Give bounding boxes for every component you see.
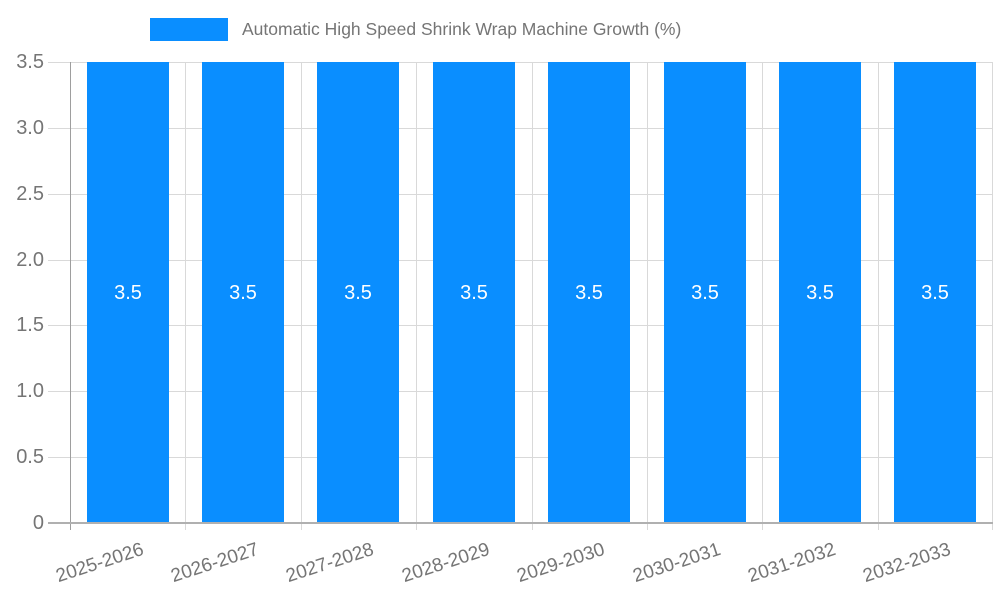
h-gridline	[70, 128, 993, 129]
x-tick-label-2029-2030: 2029-2030	[514, 539, 608, 588]
y-tick	[48, 62, 70, 63]
y-tick-label: 1.5	[16, 314, 44, 336]
y-tick-label: 2.5	[16, 183, 44, 205]
y-tick	[48, 260, 70, 261]
h-gridline	[70, 325, 993, 326]
x-tick-label-2030-2031: 2030-2031	[630, 539, 724, 588]
bar-value-label: 3.5	[114, 282, 142, 304]
v-gridline	[416, 62, 417, 530]
y-tick-label: 3.5	[16, 51, 44, 73]
bar-2032-2033[interactable]: 3.5	[894, 62, 976, 523]
v-gridline	[762, 62, 763, 530]
h-gridline	[70, 194, 993, 195]
bar-2030-2031[interactable]: 3.5	[664, 62, 746, 523]
bar-2026-2027[interactable]: 3.5	[202, 62, 284, 523]
h-gridline	[70, 260, 993, 261]
bar-value-label: 3.5	[229, 282, 257, 304]
y-tick	[48, 391, 70, 392]
plot-area: 3.5 3.5 3.5 3.5 3.5 3.5 3.5 3.5	[48, 62, 993, 530]
y-tick-label: 0.5	[16, 446, 44, 468]
y-axis-line	[70, 62, 71, 530]
x-tick-label-2026-2027: 2026-2027	[168, 539, 262, 588]
bar-value-label: 3.5	[460, 282, 488, 304]
bar-value-label: 3.5	[691, 282, 719, 304]
y-tick-label: 1.0	[16, 380, 44, 402]
legend-label: Automatic High Speed Shrink Wrap Machine…	[242, 19, 682, 39]
bar-value-label: 3.5	[575, 282, 603, 304]
x-tick-label-2032-2033: 2032-2033	[860, 539, 954, 588]
h-gridline	[70, 457, 993, 458]
v-gridline	[185, 62, 186, 530]
y-tick	[48, 128, 70, 129]
bar-value-label: 3.5	[344, 282, 372, 304]
bar-2031-2032[interactable]: 3.5	[779, 62, 861, 523]
bar-2029-2030[interactable]: 3.5	[548, 62, 630, 523]
v-gridline	[301, 62, 302, 530]
y-tick	[48, 194, 70, 195]
bar-value-label: 3.5	[806, 282, 834, 304]
y-tick-label: 3.0	[16, 117, 44, 139]
bar-2027-2028[interactable]: 3.5	[317, 62, 399, 523]
x-axis-baseline	[48, 522, 993, 524]
y-tick-label: 2.0	[16, 249, 44, 271]
h-gridline	[70, 62, 993, 63]
x-tick-label-2028-2029: 2028-2029	[399, 539, 493, 588]
v-gridline	[532, 62, 533, 530]
x-tick-label-2025-2026: 2025-2026	[53, 539, 147, 588]
v-gridline	[992, 62, 993, 530]
h-gridline	[70, 391, 993, 392]
bar-2028-2029[interactable]: 3.5	[433, 62, 515, 523]
x-tick-label-2031-2032: 2031-2032	[745, 539, 839, 588]
v-gridline	[647, 62, 648, 530]
bar-2025-2026[interactable]: 3.5	[87, 62, 169, 523]
y-tick-label: 0	[32, 512, 44, 534]
legend-swatch	[150, 18, 228, 41]
y-tick	[48, 457, 70, 458]
x-tick-label-2027-2028: 2027-2028	[283, 539, 377, 588]
chart-legend: Automatic High Speed Shrink Wrap Machine…	[150, 18, 681, 41]
bar-value-label: 3.5	[921, 282, 949, 304]
y-tick	[48, 325, 70, 326]
v-gridline	[878, 62, 879, 530]
